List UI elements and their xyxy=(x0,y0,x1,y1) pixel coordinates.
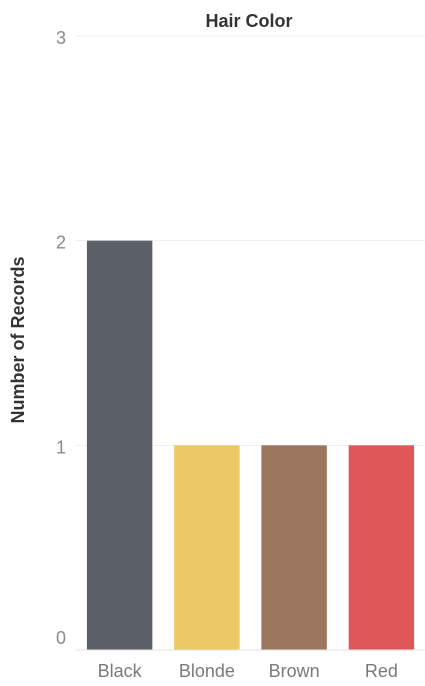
x-tick-label: Blonde xyxy=(179,661,235,681)
bar-black xyxy=(86,240,153,650)
x-tick-label: Red xyxy=(365,661,398,681)
bars xyxy=(86,240,415,650)
bar-blonde xyxy=(174,445,240,650)
bar-red xyxy=(348,445,415,650)
y-tick-labels: 0 1 2 3 xyxy=(56,28,66,648)
y-axis-label: Number of Records xyxy=(8,256,28,423)
chart-title: Hair Color xyxy=(205,11,292,31)
y-tick-label: 3 xyxy=(56,28,66,48)
bar-brown xyxy=(261,445,327,650)
y-tick-label: 2 xyxy=(56,233,66,253)
category-labels: Black Blonde Brown Red xyxy=(98,661,398,681)
y-tick-label: 1 xyxy=(56,437,66,457)
x-tick-label: Brown xyxy=(269,661,320,681)
x-tick-label: Black xyxy=(98,661,143,681)
y-tick-label: 0 xyxy=(56,628,66,648)
